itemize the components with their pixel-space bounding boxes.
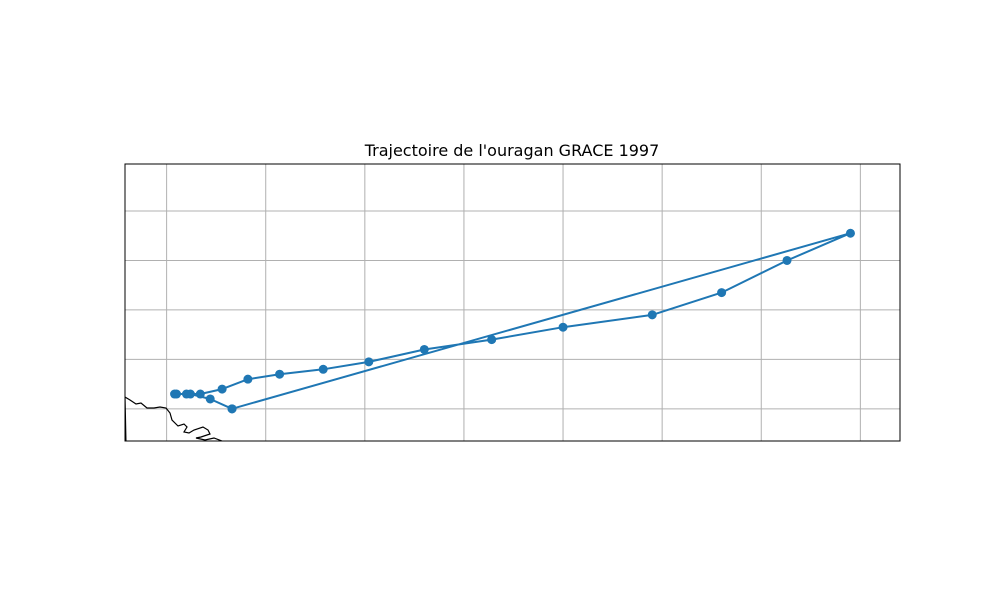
track-point [170, 389, 180, 399]
track-point [487, 335, 497, 345]
track-point [845, 228, 855, 238]
track-point [217, 384, 227, 394]
track-point [195, 389, 205, 399]
graticule [125, 164, 900, 441]
track-point [717, 288, 727, 298]
map-title: Trajectoire de l'ouragan GRACE 1997 [364, 141, 660, 160]
map-area [125, 164, 900, 441]
coastline [125, 396, 224, 441]
track-point [318, 364, 328, 374]
track-point [782, 255, 792, 265]
track-point [205, 394, 215, 404]
track-point [243, 374, 253, 384]
track-point [419, 344, 429, 354]
map-frame [124, 163, 901, 442]
track-point [558, 322, 568, 332]
track-point [647, 310, 657, 320]
track-point [364, 357, 374, 367]
track-point [227, 404, 237, 414]
track-point [275, 369, 285, 379]
track-line [173, 232, 852, 410]
track-point [181, 389, 191, 399]
hurricane-track [170, 228, 855, 414]
